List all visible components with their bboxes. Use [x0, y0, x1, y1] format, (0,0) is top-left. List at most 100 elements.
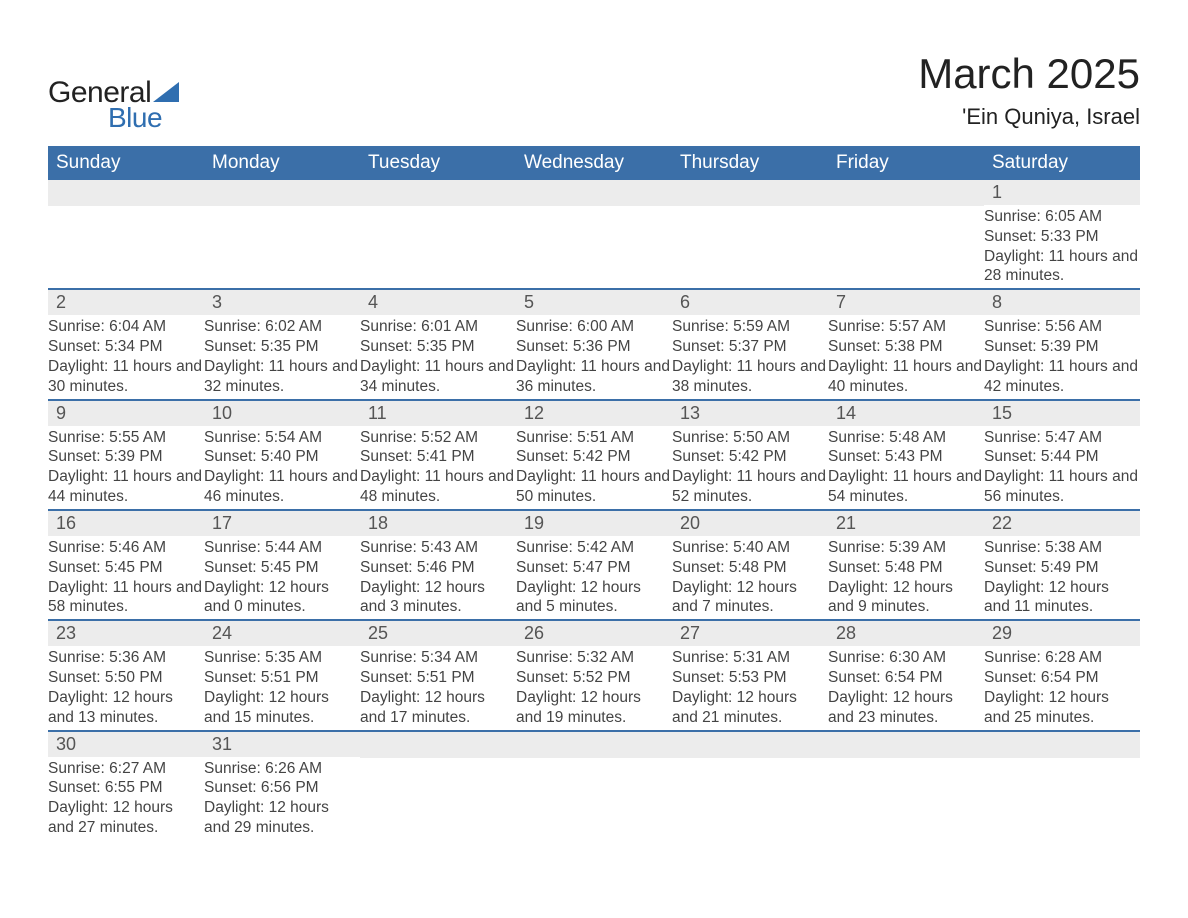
- empty-day: [984, 732, 1140, 758]
- day-body: Sunrise: 5:46 AMSunset: 5:45 PMDaylight:…: [48, 536, 204, 619]
- day-body: Sunrise: 6:30 AMSunset: 6:54 PMDaylight:…: [828, 646, 984, 729]
- day-line: Sunrise: 5:57 AM: [828, 317, 984, 337]
- day-number: 23: [48, 621, 204, 646]
- day-cell: 7Sunrise: 5:57 AMSunset: 5:38 PMDaylight…: [828, 290, 984, 398]
- day-number: 31: [204, 732, 360, 757]
- day-line: Daylight: 12 hours and 0 minutes.: [204, 578, 360, 618]
- day-number: 6: [672, 290, 828, 315]
- day-line: Sunset: 5:35 PM: [204, 337, 360, 357]
- day-line: Daylight: 11 hours and 52 minutes.: [672, 467, 828, 507]
- day-number: 10: [204, 401, 360, 426]
- day-cell: 14Sunrise: 5:48 AMSunset: 5:43 PMDayligh…: [828, 401, 984, 509]
- day-cell: [828, 180, 984, 288]
- day-cell: [828, 732, 984, 840]
- day-number: 19: [516, 511, 672, 536]
- day-line: Sunset: 5:38 PM: [828, 337, 984, 357]
- day-line: Sunset: 5:39 PM: [984, 337, 1140, 357]
- day-line: Daylight: 11 hours and 48 minutes.: [360, 467, 516, 507]
- day-line: Sunrise: 6:01 AM: [360, 317, 516, 337]
- day-line: Sunset: 5:41 PM: [360, 447, 516, 467]
- day-cell: 5Sunrise: 6:00 AMSunset: 5:36 PMDaylight…: [516, 290, 672, 398]
- day-body: Sunrise: 5:52 AMSunset: 5:41 PMDaylight:…: [360, 426, 516, 509]
- day-number: 1: [984, 180, 1140, 205]
- day-line: Daylight: 12 hours and 3 minutes.: [360, 578, 516, 618]
- day-body: Sunrise: 5:39 AMSunset: 5:48 PMDaylight:…: [828, 536, 984, 619]
- day-cell: 15Sunrise: 5:47 AMSunset: 5:44 PMDayligh…: [984, 401, 1140, 509]
- day-cell: 24Sunrise: 5:35 AMSunset: 5:51 PMDayligh…: [204, 621, 360, 729]
- day-line: Daylight: 11 hours and 28 minutes.: [984, 247, 1140, 287]
- day-line: Sunrise: 6:28 AM: [984, 648, 1140, 668]
- brand-logo: General Blue: [48, 50, 179, 132]
- empty-day: [360, 732, 516, 758]
- location-title: 'Ein Quniya, Israel: [918, 104, 1140, 130]
- day-line: Sunset: 5:49 PM: [984, 558, 1140, 578]
- day-cell: 16Sunrise: 5:46 AMSunset: 5:45 PMDayligh…: [48, 511, 204, 619]
- day-line: Sunrise: 6:27 AM: [48, 759, 204, 779]
- day-body: Sunrise: 6:27 AMSunset: 6:55 PMDaylight:…: [48, 757, 204, 840]
- day-cell: 2Sunrise: 6:04 AMSunset: 5:34 PMDaylight…: [48, 290, 204, 398]
- day-number: 16: [48, 511, 204, 536]
- day-line: Sunrise: 6:04 AM: [48, 317, 204, 337]
- day-header: Monday: [204, 146, 360, 180]
- day-body: Sunrise: 6:28 AMSunset: 6:54 PMDaylight:…: [984, 646, 1140, 729]
- day-body-empty: [48, 206, 204, 284]
- day-line: Sunrise: 5:55 AM: [48, 428, 204, 448]
- day-cell: 3Sunrise: 6:02 AMSunset: 5:35 PMDaylight…: [204, 290, 360, 398]
- day-line: Sunrise: 5:56 AM: [984, 317, 1140, 337]
- day-body: Sunrise: 6:01 AMSunset: 5:35 PMDaylight:…: [360, 315, 516, 398]
- day-number: 20: [672, 511, 828, 536]
- day-body: Sunrise: 5:57 AMSunset: 5:38 PMDaylight:…: [828, 315, 984, 398]
- day-line: Sunset: 6:55 PM: [48, 778, 204, 798]
- day-body: Sunrise: 5:34 AMSunset: 5:51 PMDaylight:…: [360, 646, 516, 729]
- day-number: 15: [984, 401, 1140, 426]
- day-cell: [984, 732, 1140, 840]
- day-line: Daylight: 12 hours and 29 minutes.: [204, 798, 360, 838]
- day-cell: 4Sunrise: 6:01 AMSunset: 5:35 PMDaylight…: [360, 290, 516, 398]
- day-line: Daylight: 11 hours and 32 minutes.: [204, 357, 360, 397]
- day-number: 30: [48, 732, 204, 757]
- day-line: Sunset: 5:42 PM: [672, 447, 828, 467]
- day-cell: 17Sunrise: 5:44 AMSunset: 5:45 PMDayligh…: [204, 511, 360, 619]
- day-header: Friday: [828, 146, 984, 180]
- brand-triangle-icon: [153, 82, 179, 102]
- day-line: Sunrise: 5:48 AM: [828, 428, 984, 448]
- day-cell: 9Sunrise: 5:55 AMSunset: 5:39 PMDaylight…: [48, 401, 204, 509]
- day-line: Daylight: 11 hours and 58 minutes.: [48, 578, 204, 618]
- day-number: 18: [360, 511, 516, 536]
- day-body: Sunrise: 5:32 AMSunset: 5:52 PMDaylight:…: [516, 646, 672, 729]
- week-row: 23Sunrise: 5:36 AMSunset: 5:50 PMDayligh…: [48, 619, 1140, 729]
- day-line: Sunset: 5:35 PM: [360, 337, 516, 357]
- empty-day: [360, 180, 516, 206]
- day-body: Sunrise: 5:50 AMSunset: 5:42 PMDaylight:…: [672, 426, 828, 509]
- day-line: Sunset: 5:40 PM: [204, 447, 360, 467]
- day-number: 25: [360, 621, 516, 646]
- day-line: Sunset: 5:42 PM: [516, 447, 672, 467]
- day-body: Sunrise: 5:35 AMSunset: 5:51 PMDaylight:…: [204, 646, 360, 729]
- day-body-empty: [360, 206, 516, 284]
- day-body-empty: [204, 206, 360, 284]
- day-body: Sunrise: 5:56 AMSunset: 5:39 PMDaylight:…: [984, 315, 1140, 398]
- day-cell: [360, 180, 516, 288]
- day-cell: 1Sunrise: 6:05 AMSunset: 5:33 PMDaylight…: [984, 180, 1140, 288]
- day-body: Sunrise: 5:48 AMSunset: 5:43 PMDaylight:…: [828, 426, 984, 509]
- day-number: 3: [204, 290, 360, 315]
- day-line: Daylight: 11 hours and 54 minutes.: [828, 467, 984, 507]
- month-title: March 2025: [918, 50, 1140, 98]
- empty-day: [516, 732, 672, 758]
- day-line: Daylight: 12 hours and 19 minutes.: [516, 688, 672, 728]
- week-row: 1Sunrise: 6:05 AMSunset: 5:33 PMDaylight…: [48, 180, 1140, 288]
- day-line: Daylight: 11 hours and 38 minutes.: [672, 357, 828, 397]
- day-line: Sunrise: 5:50 AM: [672, 428, 828, 448]
- day-line: Sunrise: 6:02 AM: [204, 317, 360, 337]
- day-line: Sunset: 5:47 PM: [516, 558, 672, 578]
- day-line: Sunset: 5:43 PM: [828, 447, 984, 467]
- day-cell: 13Sunrise: 5:50 AMSunset: 5:42 PMDayligh…: [672, 401, 828, 509]
- day-cell: 31Sunrise: 6:26 AMSunset: 6:56 PMDayligh…: [204, 732, 360, 840]
- day-line: Daylight: 11 hours and 44 minutes.: [48, 467, 204, 507]
- day-cell: 20Sunrise: 5:40 AMSunset: 5:48 PMDayligh…: [672, 511, 828, 619]
- week-row: 16Sunrise: 5:46 AMSunset: 5:45 PMDayligh…: [48, 509, 1140, 619]
- week-row: 9Sunrise: 5:55 AMSunset: 5:39 PMDaylight…: [48, 399, 1140, 509]
- day-cell: 12Sunrise: 5:51 AMSunset: 5:42 PMDayligh…: [516, 401, 672, 509]
- day-number: 21: [828, 511, 984, 536]
- empty-day: [204, 180, 360, 206]
